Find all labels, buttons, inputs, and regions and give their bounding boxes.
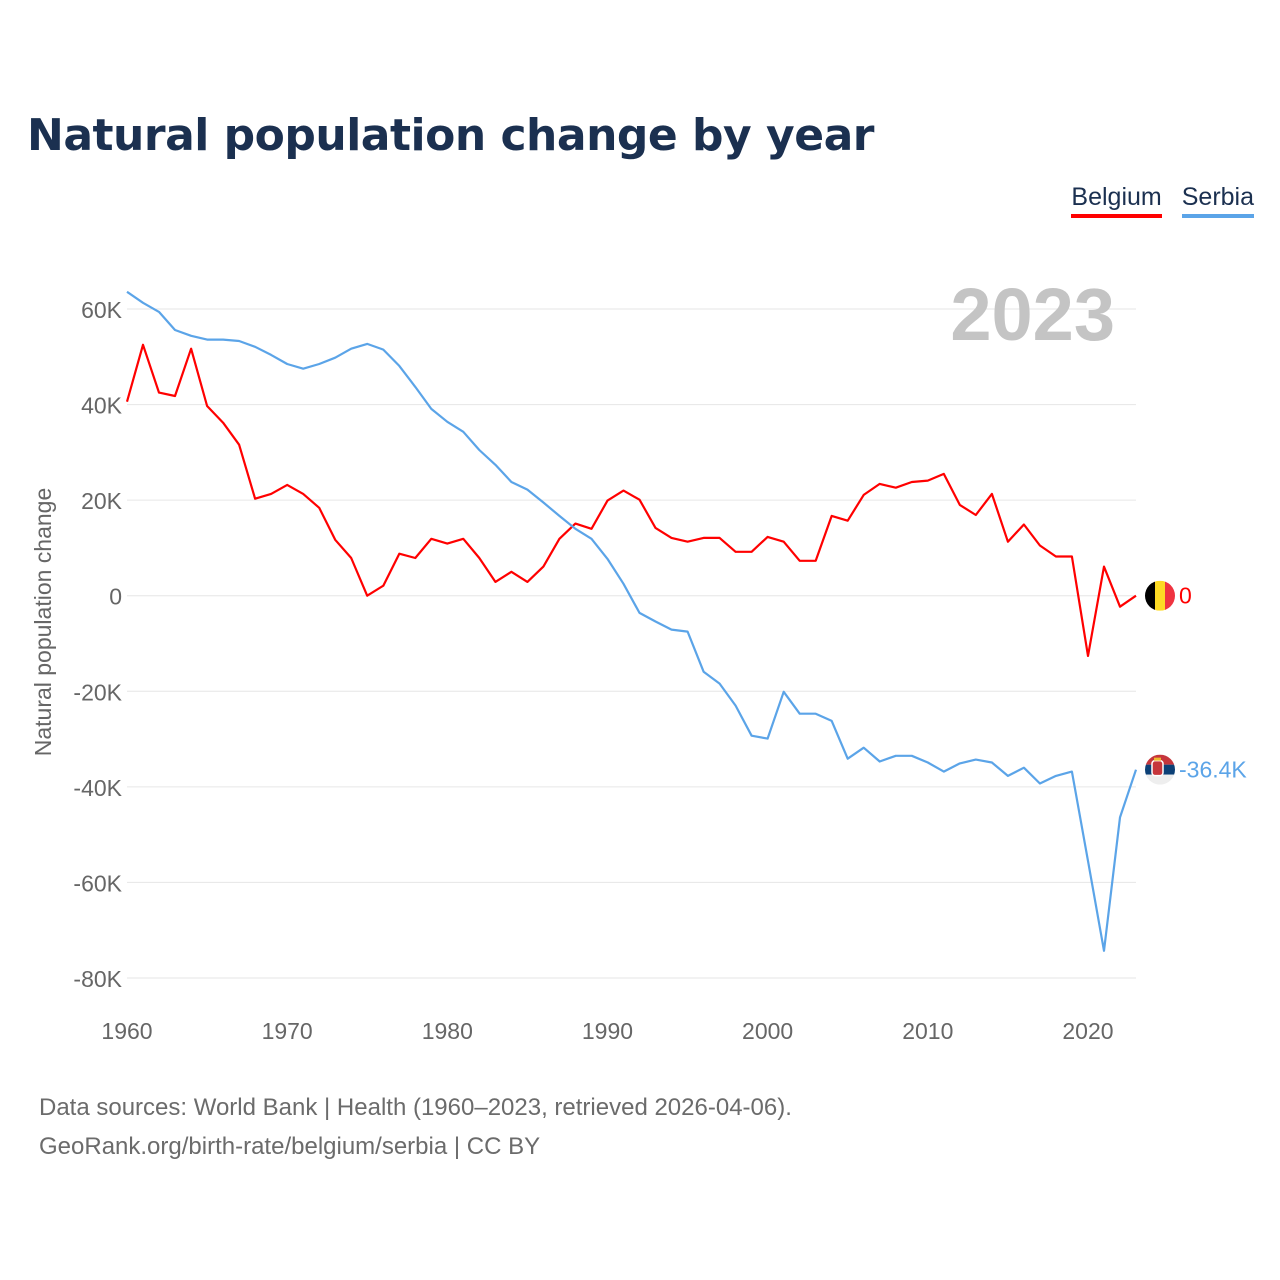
- source-link[interactable]: GeoRank.org/birth-rate/belgium/serbia | …: [39, 1133, 541, 1160]
- y-tick-label: 0: [109, 584, 122, 610]
- flag-stripe: [1155, 580, 1165, 611]
- x-tick-label: 2020: [1062, 1018, 1113, 1044]
- y-tick-label: 60K: [81, 297, 123, 323]
- y-tick-label: -80K: [73, 966, 122, 992]
- gridlines: [127, 308, 1136, 979]
- x-tick-label: 2000: [742, 1018, 793, 1044]
- y-tick-label: 40K: [81, 393, 123, 419]
- flag-stripe: [1145, 774, 1175, 785]
- y-axis-title: Natural population change: [30, 488, 56, 757]
- source-note: Data sources: World Bank | Health (1960–…: [39, 1088, 792, 1166]
- x-tick-label: 2010: [902, 1018, 953, 1044]
- legend: Belgium Serbia: [1071, 183, 1254, 218]
- y-tick-label: -60K: [73, 870, 122, 896]
- legend-item-serbia[interactable]: Serbia: [1181, 183, 1254, 218]
- y-tick-label: 20K: [81, 488, 123, 514]
- series-line-serbia: [126, 290, 1138, 952]
- x-tick-label: 1970: [262, 1018, 313, 1044]
- serbia-flag-icon: [1145, 754, 1175, 785]
- page-title: Natural population change by year: [27, 110, 874, 161]
- end-value-label-serbia: -36.4K: [1179, 757, 1247, 783]
- y-axis: 60K 40K 20K 0 -20K -40K -60K -80K: [73, 297, 122, 992]
- x-tick-label: 1960: [101, 1018, 152, 1044]
- flag-crown: [1154, 757, 1161, 761]
- x-tick-label: 1980: [422, 1018, 473, 1044]
- legend-item-belgium[interactable]: Belgium: [1071, 183, 1162, 218]
- y-tick-label: -40K: [73, 775, 122, 801]
- end-value-label-belgium: 0: [1179, 583, 1192, 609]
- series-end-markers: 0 -36.4K: [1145, 580, 1247, 785]
- series-line-belgium: [125, 343, 1137, 658]
- x-tick-label: 1990: [582, 1018, 633, 1044]
- flag-coat-of-arms: [1151, 759, 1164, 777]
- source-line: Data sources: World Bank | Health (1960–…: [39, 1094, 792, 1121]
- flag-stripe: [1145, 580, 1155, 611]
- y-tick-label: -20K: [73, 679, 122, 705]
- year-label: 2023: [950, 273, 1115, 356]
- flag-stripe: [1165, 580, 1175, 611]
- series-lines: [125, 290, 1138, 952]
- belgium-flag-icon: [1145, 580, 1175, 611]
- x-axis: 1960 1970 1980 1990 2000 2010 2020: [101, 1018, 1113, 1044]
